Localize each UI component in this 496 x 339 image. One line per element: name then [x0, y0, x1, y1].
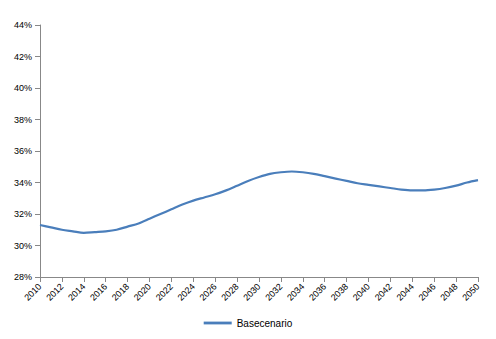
svg-text:2010: 2010 [22, 281, 43, 302]
svg-text:44%: 44% [14, 20, 32, 30]
svg-text:2026: 2026 [198, 281, 219, 302]
svg-text:2020: 2020 [132, 281, 153, 302]
svg-text:28%: 28% [14, 272, 32, 282]
svg-text:38%: 38% [14, 115, 32, 125]
svg-text:2022: 2022 [154, 281, 175, 302]
svg-text:34%: 34% [14, 178, 32, 188]
svg-text:2042: 2042 [373, 281, 394, 302]
svg-text:40%: 40% [14, 83, 32, 93]
svg-text:2032: 2032 [263, 281, 284, 302]
svg-text:32%: 32% [14, 209, 32, 219]
svg-text:2040: 2040 [351, 281, 372, 302]
svg-text:36%: 36% [14, 146, 32, 156]
svg-text:2012: 2012 [44, 281, 65, 302]
svg-text:2018: 2018 [110, 281, 131, 302]
svg-text:30%: 30% [14, 241, 32, 251]
svg-text:2034: 2034 [285, 281, 306, 302]
svg-text:2030: 2030 [241, 281, 262, 302]
svg-text:2038: 2038 [329, 281, 350, 302]
svg-text:2036: 2036 [307, 281, 328, 302]
svg-text:2016: 2016 [88, 281, 109, 302]
svg-text:2048: 2048 [438, 281, 459, 302]
svg-text:42%: 42% [14, 52, 32, 62]
svg-text:2050: 2050 [460, 281, 481, 302]
svg-text:2028: 2028 [219, 281, 240, 302]
svg-text:2046: 2046 [417, 281, 438, 302]
svg-text:2014: 2014 [66, 281, 87, 302]
svg-text:Basecenario: Basecenario [237, 318, 293, 329]
svg-text:2024: 2024 [176, 281, 197, 302]
svg-text:2044: 2044 [395, 281, 416, 302]
